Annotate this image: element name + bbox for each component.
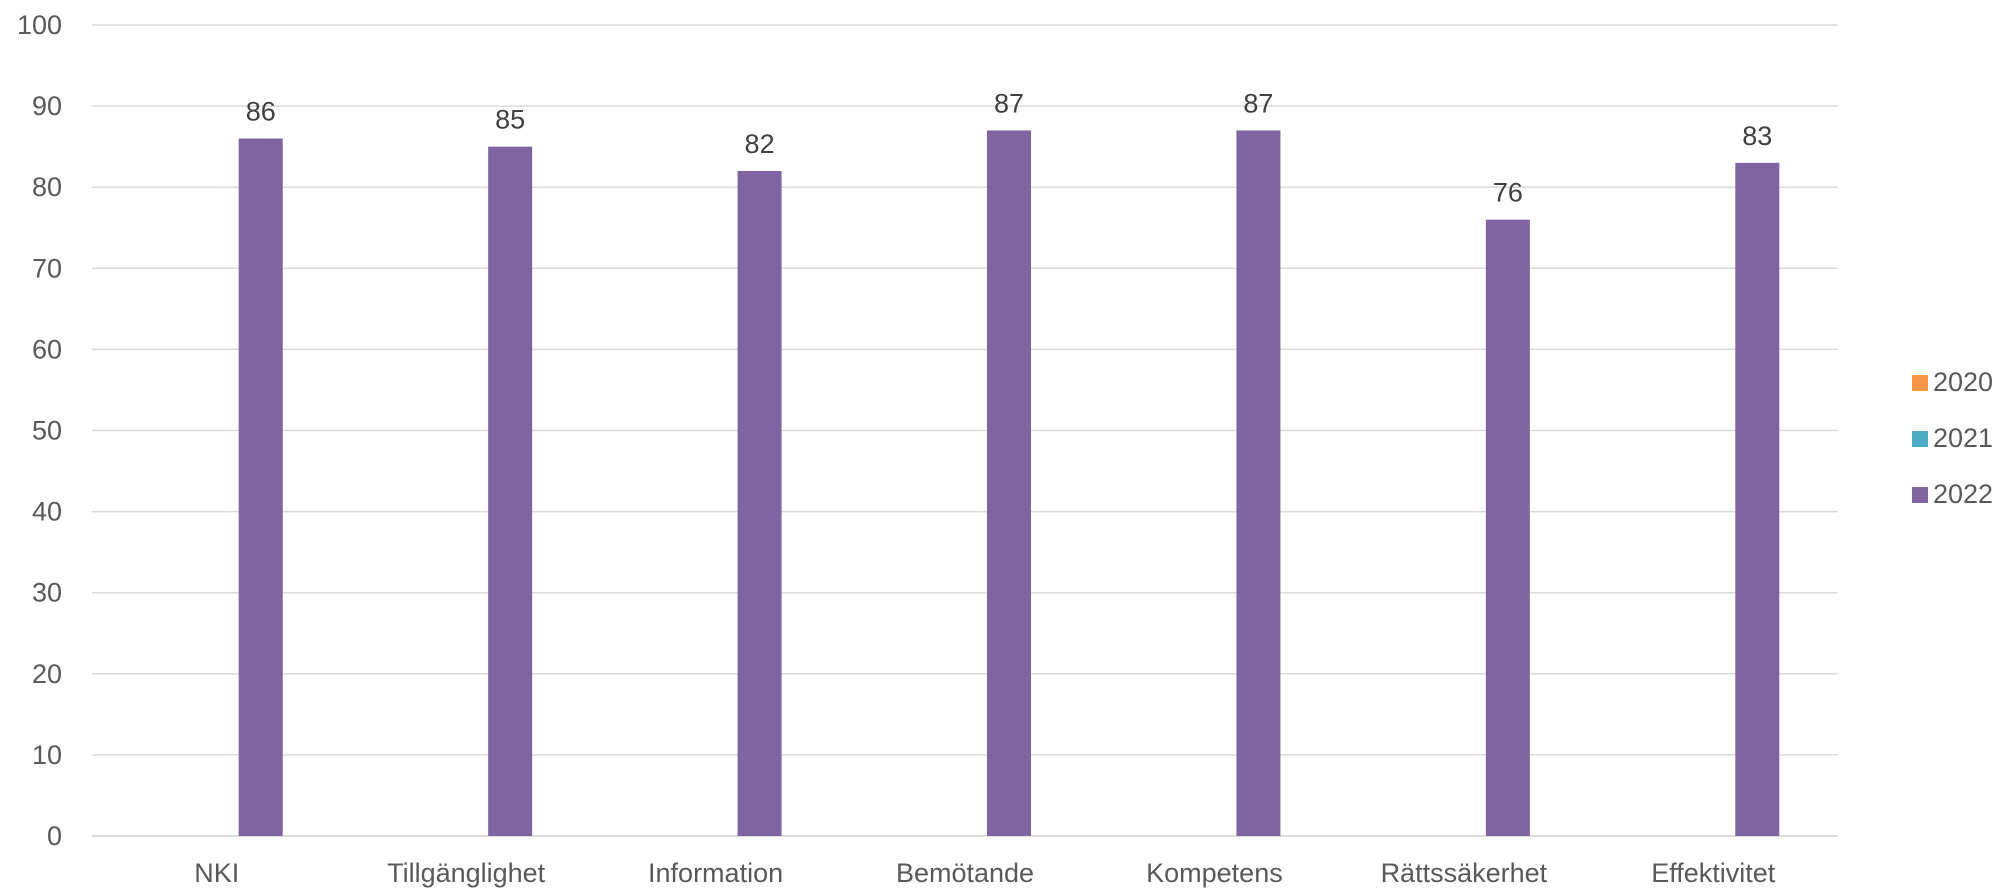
y-tick-label: 40 — [32, 497, 62, 527]
data-label: 82 — [745, 129, 775, 159]
data-label: 87 — [994, 88, 1024, 118]
y-tick-label: 90 — [32, 91, 62, 121]
data-label: 86 — [246, 97, 276, 127]
bar-2022-Bemötande — [987, 130, 1031, 836]
data-label: 76 — [1493, 178, 1523, 208]
legend-swatch-2020 — [1912, 375, 1928, 391]
legend-label: 2021 — [1933, 423, 1993, 453]
y-tick-label: 10 — [32, 740, 62, 770]
legend-label: 2022 — [1933, 479, 1993, 509]
y-tick-label: 60 — [32, 334, 62, 364]
x-category-label: Rättssäkerhet — [1381, 858, 1548, 888]
legend-label: 2020 — [1933, 367, 1993, 397]
y-tick-label: 0 — [47, 821, 62, 851]
legend-swatch-2021 — [1912, 431, 1928, 447]
y-tick-label: 100 — [17, 10, 62, 40]
y-tick-label: 20 — [32, 659, 62, 689]
x-category-label: Bemötande — [896, 858, 1034, 888]
gridlines — [92, 24, 1838, 837]
bar-2022-Effektivitet — [1735, 162, 1780, 836]
bars — [238, 130, 1780, 837]
y-tick-label: 80 — [32, 172, 62, 202]
bar-2022-Tillgänglighet — [488, 146, 533, 836]
x-category-label: Information — [648, 858, 783, 888]
bar-2022-NKI — [238, 138, 283, 837]
y-tick-label: 30 — [32, 578, 62, 608]
legend-swatch-2022 — [1912, 487, 1928, 503]
y-tick-label: 50 — [32, 416, 62, 446]
data-label: 85 — [495, 105, 525, 135]
data-labels: 86 85 82 87 87 76 83 — [246, 88, 1773, 207]
x-category-label: NKI — [194, 858, 239, 888]
data-label: 87 — [1243, 88, 1273, 118]
x-category-label: Effektivitet — [1651, 858, 1776, 888]
x-axis-categories: NKI Tillgänglighet Information Bemötande Kom… — [194, 858, 1776, 888]
legend: 2020 2021 2022 — [1912, 367, 1993, 509]
data-label: 83 — [1742, 121, 1772, 151]
bar-2022-Rättssäkerhet — [1485, 219, 1530, 836]
bar-2022-Information — [737, 170, 782, 837]
bar-2022-Kompetens — [1236, 130, 1281, 836]
x-category-label: Tillgänglighet — [387, 858, 546, 888]
x-category-label: Kompetens — [1146, 858, 1283, 888]
y-axis-ticks: 0 10 20 30 40 50 60 70 80 90 100 — [17, 10, 62, 851]
y-tick-label: 70 — [32, 253, 62, 283]
